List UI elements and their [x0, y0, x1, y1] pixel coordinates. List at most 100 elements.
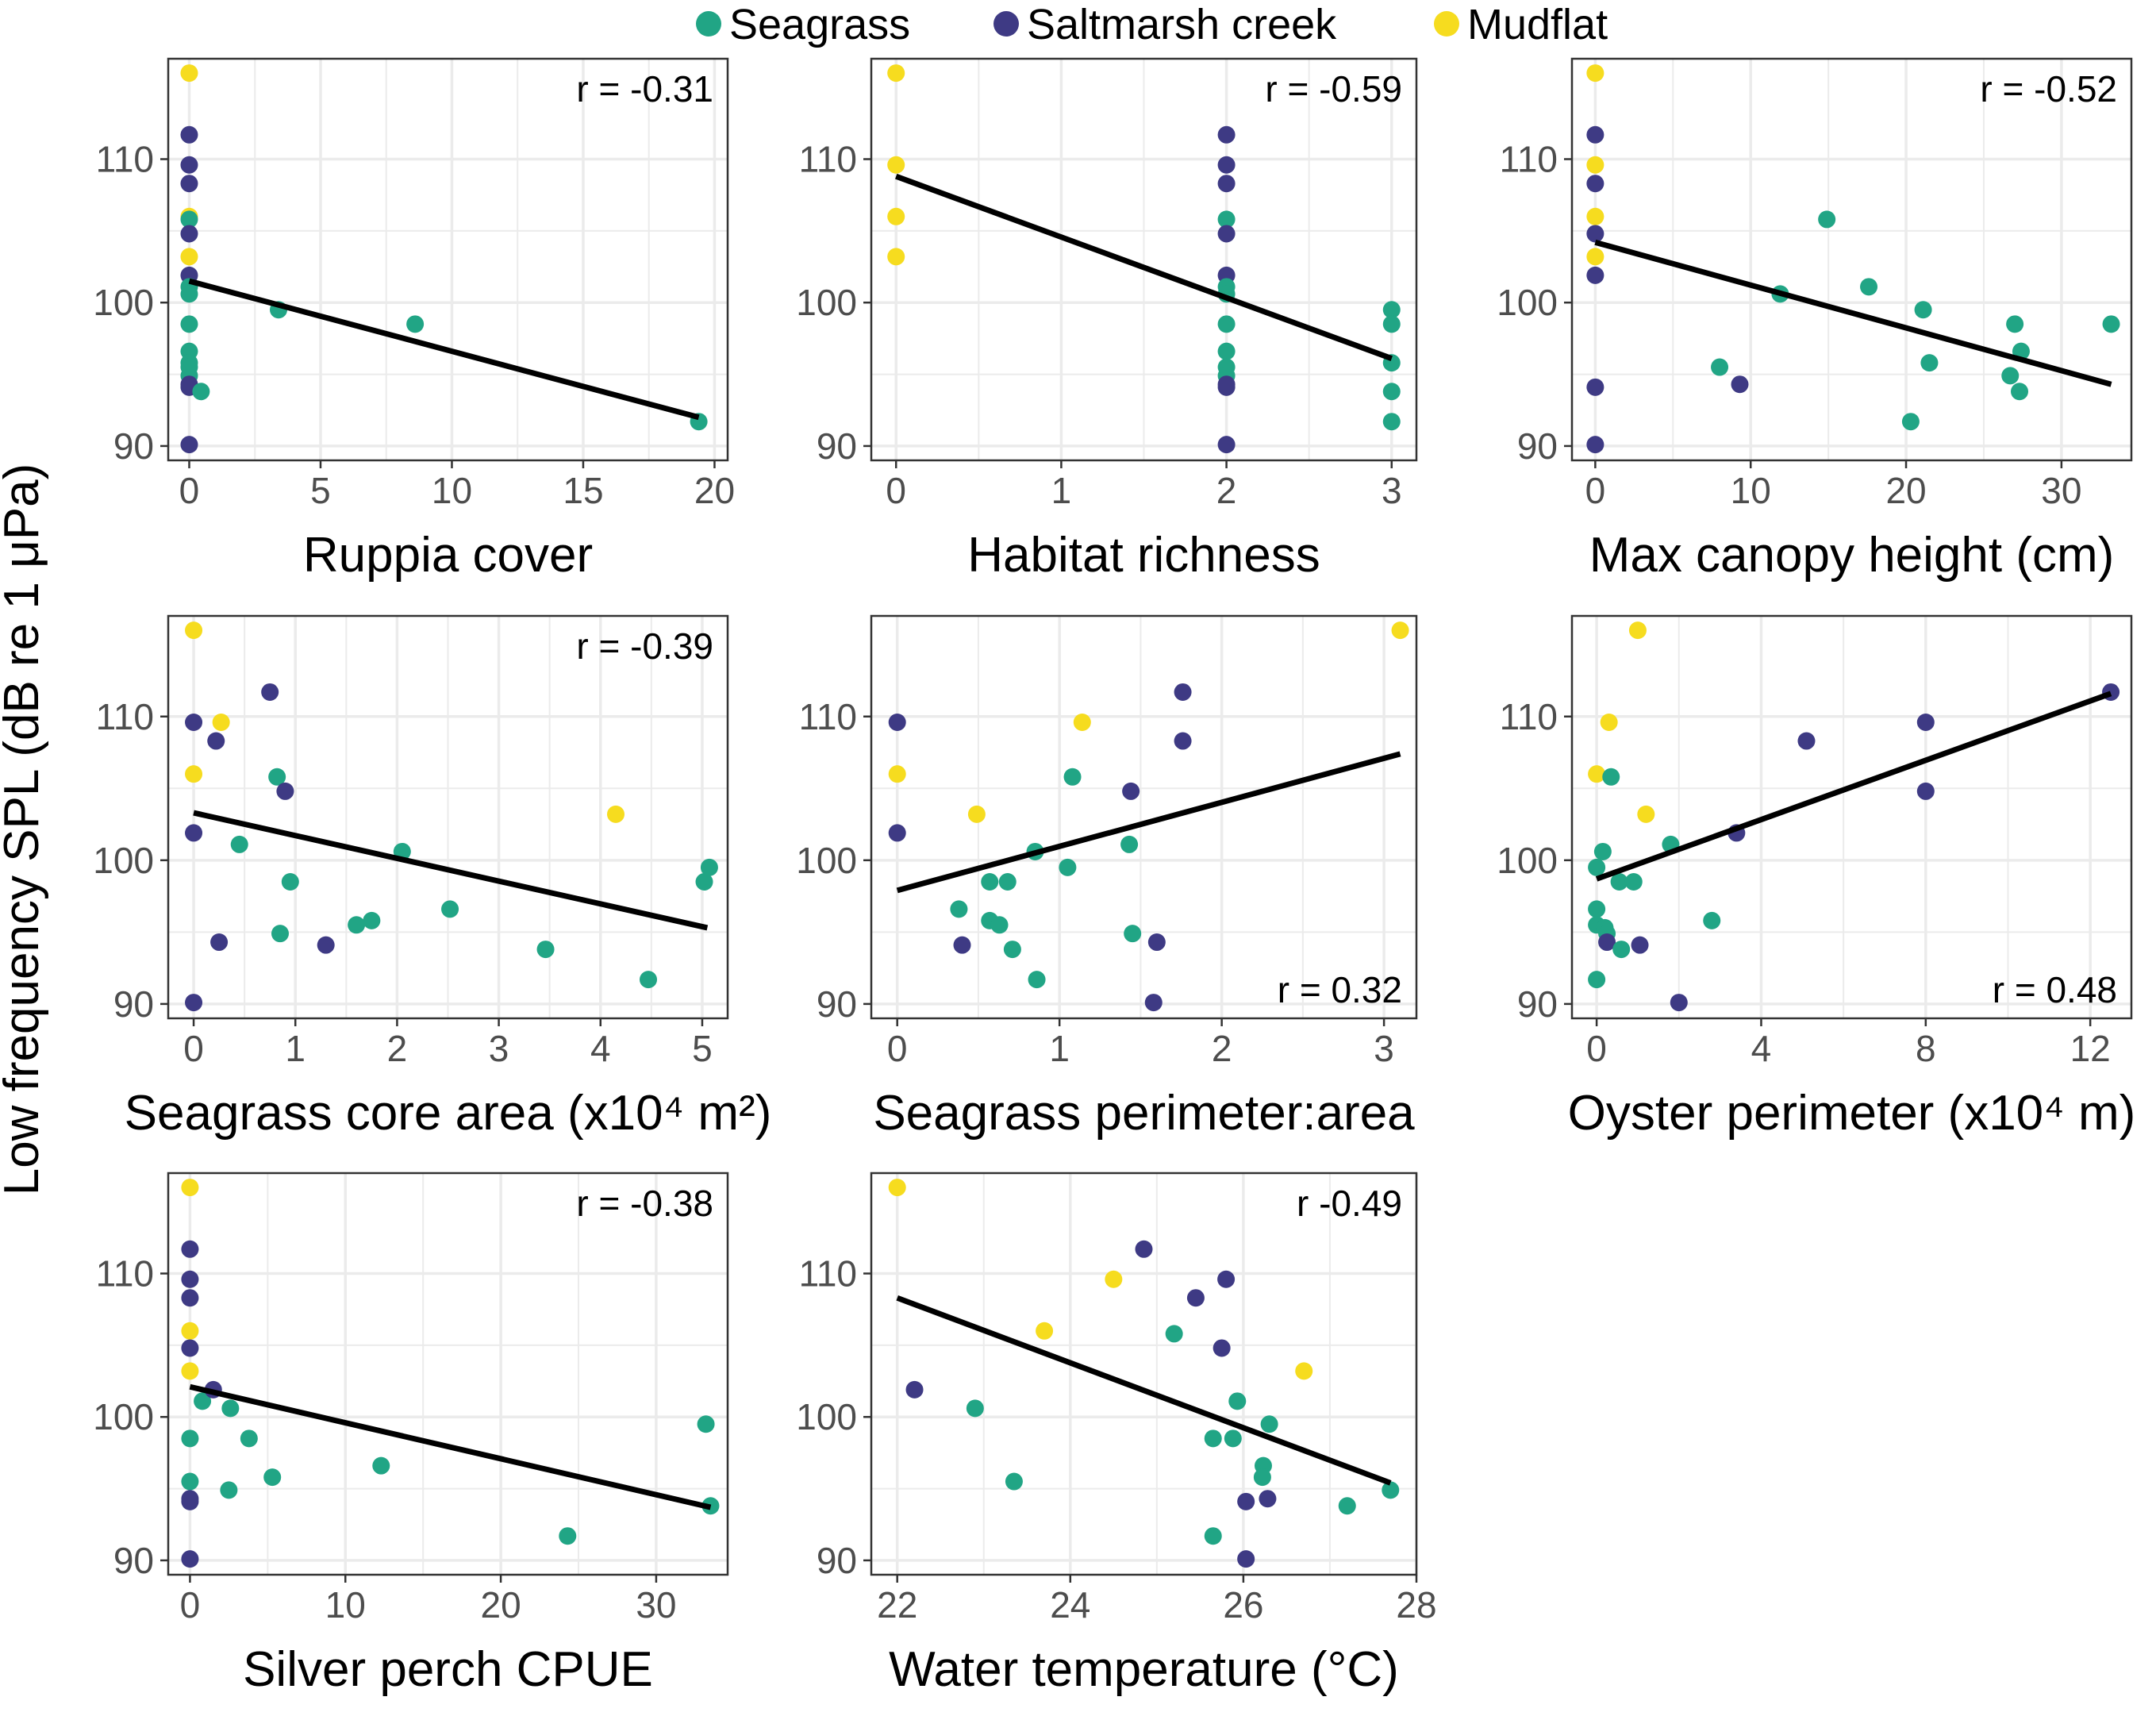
y-tick-label: 110 — [96, 139, 154, 180]
x-tick-label: 28 — [1396, 1584, 1436, 1626]
data-point — [1213, 1339, 1231, 1357]
data-point — [185, 765, 203, 783]
y-tick-label: 100 — [93, 282, 154, 323]
x-tick-label: 30 — [2041, 470, 2081, 511]
data-point — [210, 933, 229, 952]
legend-item: Saltmarsh creek — [993, 1, 1337, 48]
data-point — [181, 1472, 199, 1491]
data-point — [1391, 621, 1409, 640]
data-point — [261, 683, 279, 701]
correlation-label: r = 0.32 — [1278, 969, 1402, 1010]
data-point — [2001, 367, 2020, 385]
data-point — [1063, 768, 1082, 786]
y-tick-label: 110 — [799, 1253, 857, 1295]
data-point — [180, 248, 198, 266]
data-point — [406, 315, 425, 333]
data-point — [1217, 436, 1236, 454]
data-point — [1217, 210, 1236, 229]
data-point — [1028, 971, 1046, 989]
data-point — [185, 994, 203, 1012]
data-point — [240, 1429, 258, 1448]
data-point — [1797, 732, 1816, 750]
data-point — [207, 732, 225, 750]
x-tick-label: 4 — [590, 1028, 611, 1069]
x-tick-label: 0 — [1586, 1028, 1607, 1069]
data-point — [1382, 315, 1401, 333]
y-axis-label: Low frequency SPL (dB re 1 μPa) — [0, 464, 49, 1196]
data-point — [1703, 911, 1721, 929]
regression-line — [896, 1295, 1392, 1486]
data-point — [1586, 125, 1605, 144]
data-point — [1914, 301, 1932, 319]
y-tick-label: 110 — [96, 696, 154, 737]
data-point — [212, 713, 230, 731]
data-point — [181, 1270, 199, 1288]
x-axis-label: Water temperature (°C) — [889, 1642, 1399, 1697]
panel: 90 100 110 0 1 2 3 Seagrass perimeter:area r = 0… — [796, 614, 1418, 1141]
data-point — [1586, 175, 1605, 193]
x-tick-label: 12 — [2070, 1028, 2111, 1069]
data-point — [1237, 1492, 1255, 1510]
data-point — [181, 1339, 199, 1357]
data-point — [180, 125, 198, 144]
data-point — [998, 872, 1017, 891]
legend-marker — [1434, 11, 1459, 37]
data-point — [905, 1380, 924, 1399]
y-tick-label: 90 — [817, 425, 857, 467]
data-point — [1005, 1472, 1023, 1491]
regression-line — [189, 1383, 712, 1510]
data-point — [1593, 842, 1612, 860]
data-point — [317, 936, 335, 954]
regression-line — [188, 278, 700, 421]
legend-label: Seagrass — [729, 1, 910, 48]
x-tick-label: 30 — [636, 1584, 676, 1626]
data-point — [1382, 383, 1401, 401]
data-point — [887, 207, 905, 225]
regression-line — [1594, 239, 2112, 387]
data-point — [441, 900, 459, 918]
legend-marker — [696, 11, 721, 37]
correlation-label: r = -0.38 — [576, 1183, 713, 1224]
data-point — [887, 248, 905, 266]
data-point — [1588, 765, 1606, 783]
data-point — [887, 156, 905, 174]
x-tick-label: 10 — [325, 1584, 366, 1626]
panel-background — [168, 59, 728, 460]
data-point — [1588, 858, 1606, 876]
data-point — [1295, 1362, 1313, 1380]
x-tick-label: 0 — [180, 1584, 201, 1626]
panel-border — [870, 1172, 1418, 1576]
y-tick-label: 90 — [113, 983, 154, 1025]
y-tick-label: 100 — [1497, 282, 1558, 323]
correlation-label: r -0.49 — [1297, 1183, 1402, 1224]
x-tick-label: 3 — [1382, 470, 1402, 511]
x-tick-label: 5 — [692, 1028, 713, 1069]
data-point — [180, 64, 198, 83]
data-point — [1059, 858, 1077, 876]
legend-label: Mudflat — [1467, 1, 1608, 48]
data-point — [2102, 315, 2120, 333]
data-point — [1624, 872, 1643, 891]
panel-background — [168, 1173, 728, 1575]
y-tick-label: 100 — [796, 840, 857, 881]
data-point — [1186, 1289, 1205, 1307]
data-point — [888, 713, 906, 731]
x-tick-label: 2 — [387, 1028, 408, 1069]
y-tick-label: 90 — [1517, 983, 1558, 1025]
data-point — [1224, 1429, 1242, 1448]
data-point — [697, 1415, 715, 1433]
data-point — [1260, 1415, 1278, 1433]
data-point — [180, 315, 198, 333]
correlation-label: r = -0.59 — [1265, 68, 1402, 110]
data-point — [185, 621, 203, 640]
x-axis-label: Habitat richness — [967, 528, 1320, 583]
y-tick-label: 90 — [817, 983, 857, 1025]
data-point — [1382, 413, 1401, 431]
data-point — [1237, 1550, 1255, 1568]
x-axis-label: Seagrass perimeter:area — [873, 1086, 1415, 1141]
x-tick-label: 1 — [285, 1028, 306, 1069]
data-point — [181, 1322, 199, 1340]
data-point — [281, 872, 299, 891]
data-point — [1586, 207, 1605, 225]
data-point — [1586, 156, 1605, 174]
